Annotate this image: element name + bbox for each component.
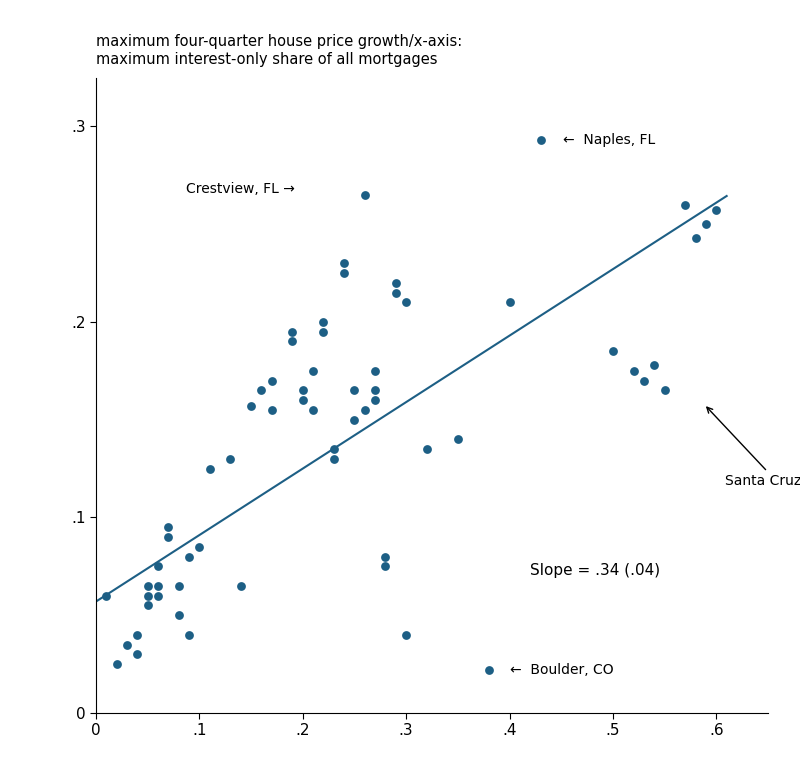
- Point: [390, 287, 402, 299]
- Point: [379, 550, 392, 563]
- Point: [710, 205, 722, 217]
- Text: Crestview, FL →: Crestview, FL →: [186, 182, 294, 196]
- Point: [131, 629, 144, 641]
- Point: [369, 384, 382, 397]
- Point: [142, 580, 154, 592]
- Point: [451, 433, 464, 446]
- Point: [182, 629, 195, 641]
- Point: [296, 394, 309, 406]
- Point: [172, 609, 185, 622]
- Point: [369, 394, 382, 406]
- Point: [142, 590, 154, 602]
- Point: [338, 267, 350, 279]
- Point: [182, 550, 195, 563]
- Point: [152, 560, 165, 573]
- Point: [152, 580, 165, 592]
- Point: [203, 463, 216, 475]
- Point: [390, 277, 402, 289]
- Point: [162, 521, 174, 533]
- Text: Slope = .34 (.04): Slope = .34 (.04): [530, 563, 660, 577]
- Point: [358, 188, 371, 201]
- Point: [286, 336, 299, 348]
- Point: [234, 580, 247, 592]
- Point: [121, 639, 134, 651]
- Point: [110, 658, 123, 670]
- Point: [627, 364, 640, 377]
- Point: [606, 345, 619, 357]
- Point: [482, 663, 495, 676]
- Point: [379, 560, 392, 573]
- Point: [648, 359, 661, 371]
- Point: [679, 198, 692, 211]
- Point: [690, 232, 702, 244]
- Point: [296, 384, 309, 397]
- Point: [255, 384, 268, 397]
- Point: [142, 599, 154, 611]
- Point: [317, 315, 330, 328]
- Point: [400, 296, 413, 308]
- Point: [162, 531, 174, 543]
- Point: [421, 443, 434, 455]
- Point: [400, 629, 413, 641]
- Point: [503, 296, 516, 308]
- Point: [638, 374, 650, 387]
- Point: [338, 257, 350, 270]
- Text: ←  Naples, FL: ← Naples, FL: [563, 133, 655, 147]
- Point: [699, 218, 712, 230]
- Point: [534, 134, 547, 146]
- Point: [348, 384, 361, 397]
- Point: [152, 590, 165, 602]
- Point: [193, 541, 206, 553]
- Point: [327, 443, 340, 455]
- Point: [224, 453, 237, 465]
- Point: [266, 374, 278, 387]
- Text: ←  Boulder, CO: ← Boulder, CO: [510, 663, 613, 677]
- Text: maximum four-quarter house price growth/x-axis:
maximum interest-only share of a: maximum four-quarter house price growth/…: [96, 34, 462, 67]
- Point: [369, 364, 382, 377]
- Point: [286, 326, 299, 338]
- Point: [317, 326, 330, 338]
- Point: [131, 648, 144, 660]
- Point: [172, 580, 185, 592]
- Point: [348, 414, 361, 426]
- Point: [358, 404, 371, 416]
- Point: [327, 453, 340, 465]
- Point: [266, 404, 278, 416]
- Point: [658, 384, 671, 397]
- Point: [306, 364, 319, 377]
- Point: [245, 400, 258, 412]
- Point: [100, 590, 113, 602]
- Point: [306, 404, 319, 416]
- Text: Santa Cruz, CA: Santa Cruz, CA: [707, 407, 800, 488]
